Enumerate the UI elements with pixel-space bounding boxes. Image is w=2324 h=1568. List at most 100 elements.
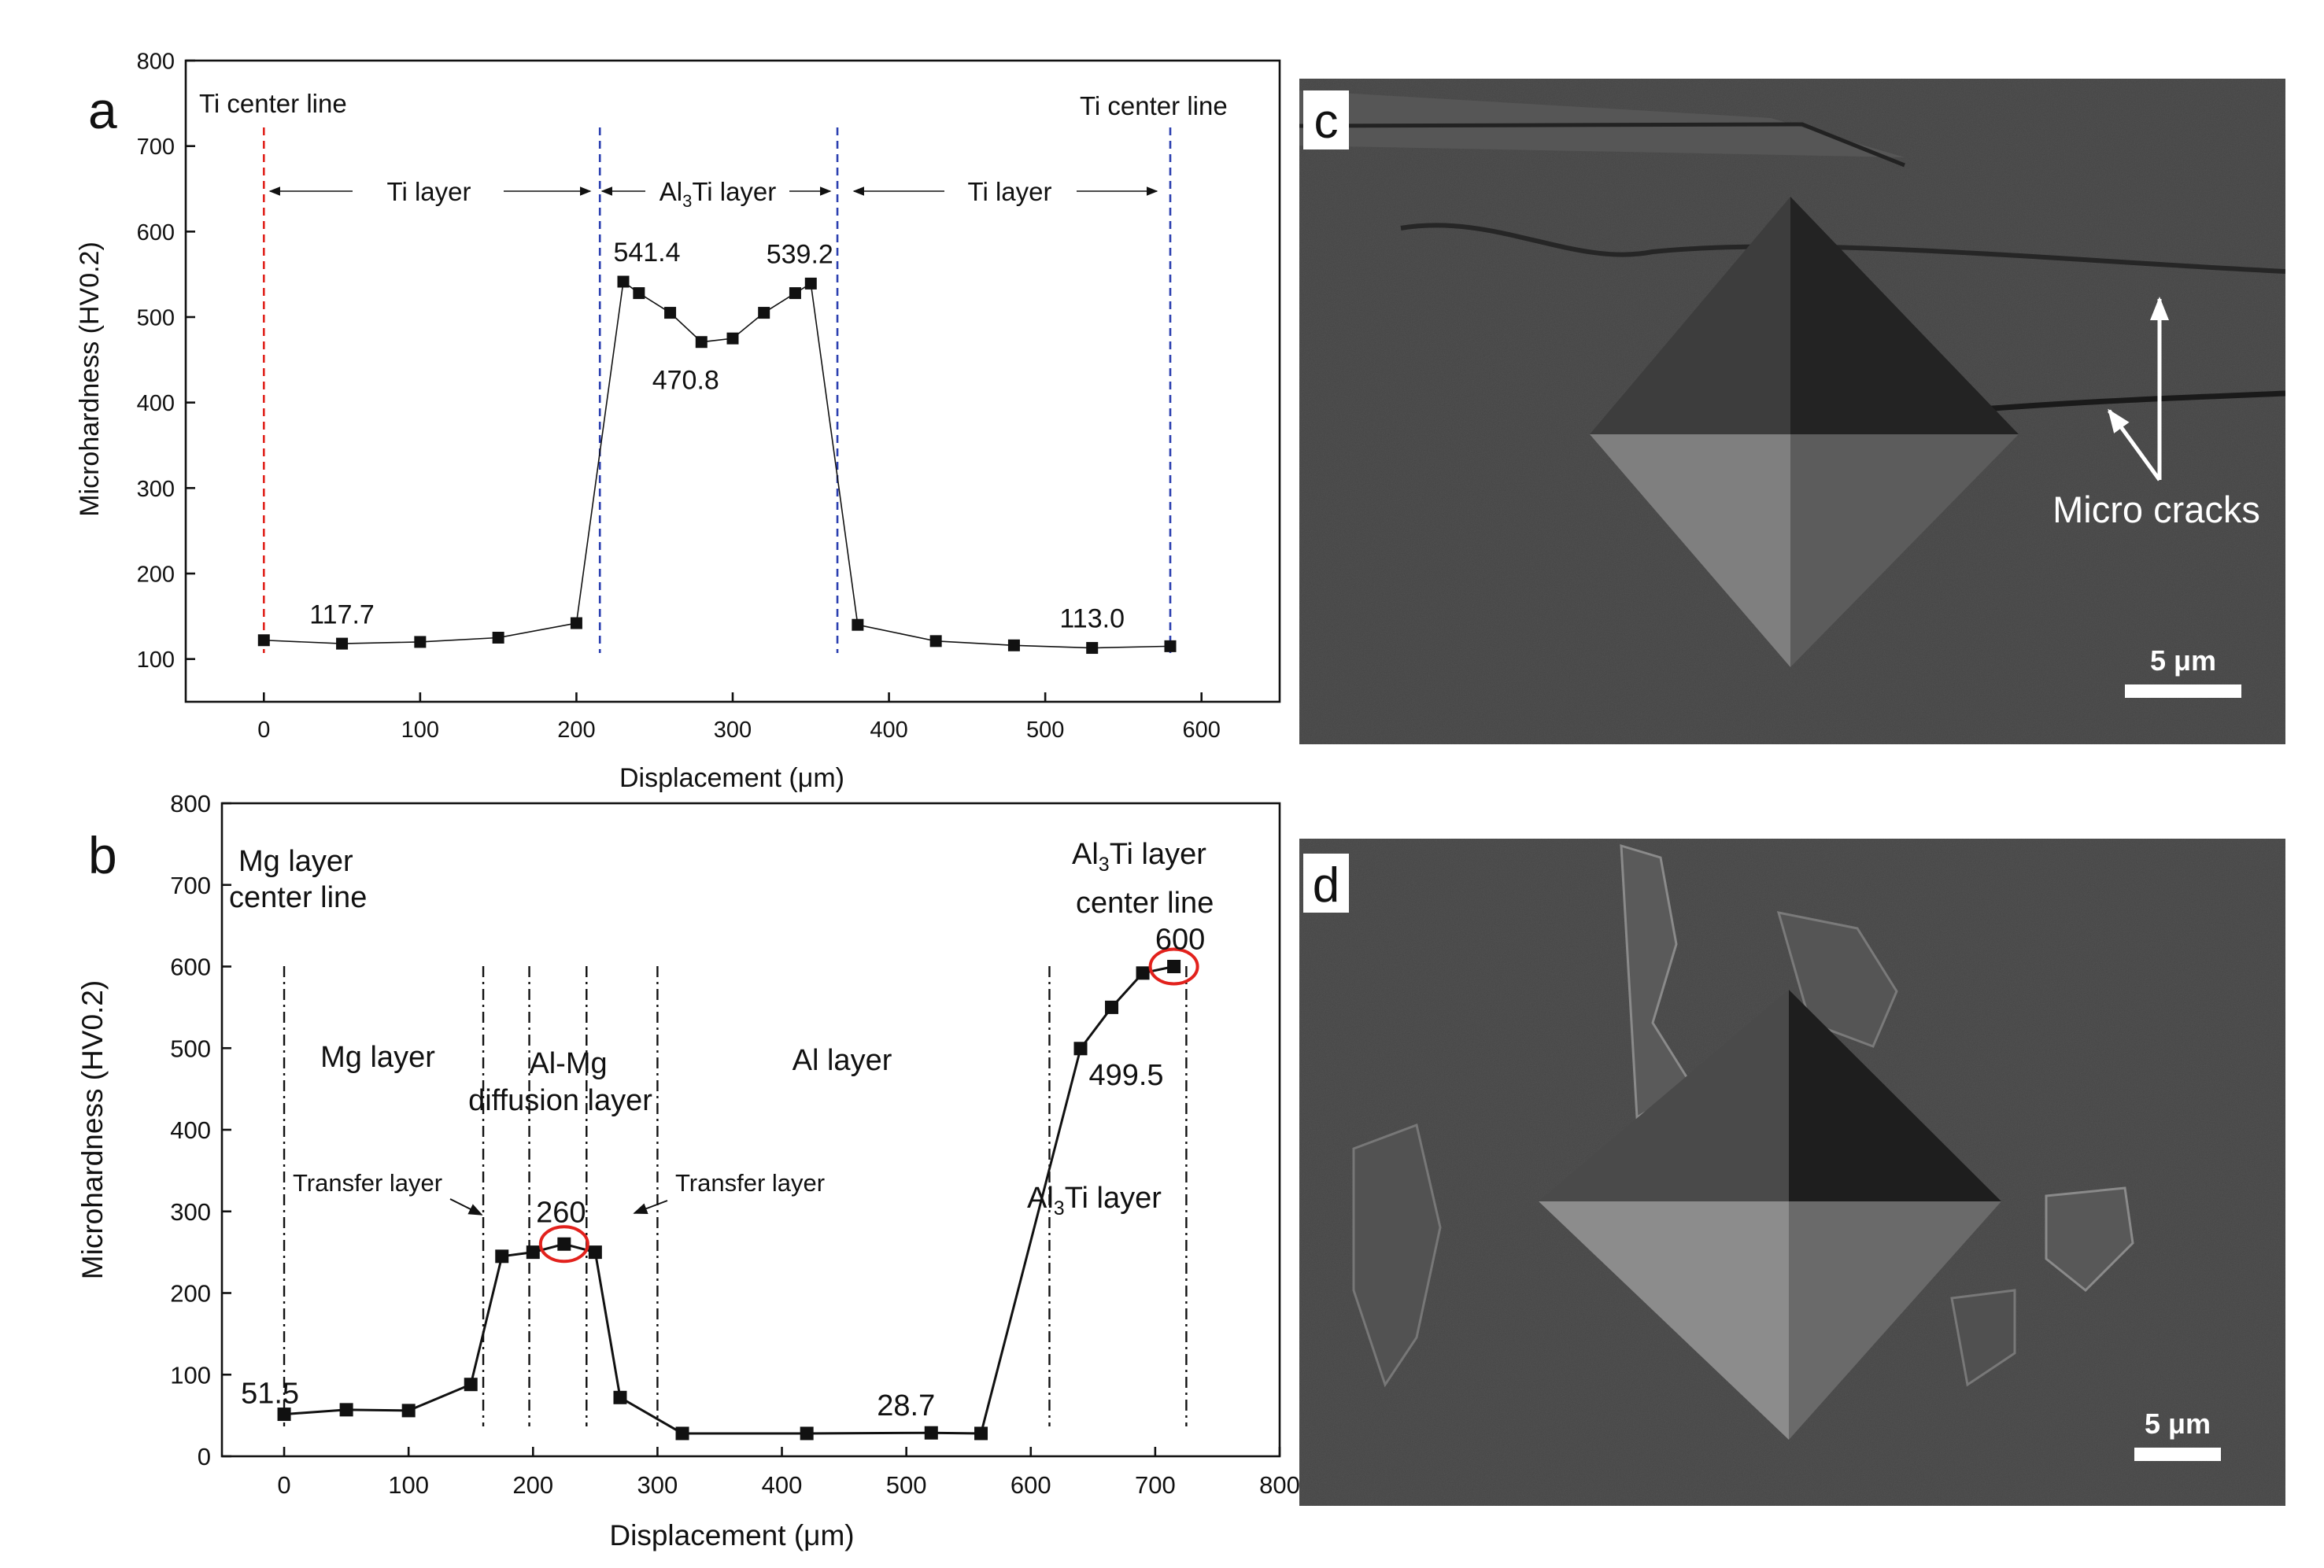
x-tick-label: 200 bbox=[557, 718, 595, 743]
al-mg-label-1: Al-Mg bbox=[529, 1047, 607, 1080]
x-tick-label: 200 bbox=[512, 1471, 553, 1499]
data-point bbox=[588, 1245, 602, 1260]
x-tick-label: 400 bbox=[762, 1471, 803, 1499]
data-point bbox=[526, 1245, 540, 1260]
data-point bbox=[664, 307, 677, 319]
transfer-layer-right: Transfer layer bbox=[675, 1169, 825, 1197]
scale-label-d: 5 μm bbox=[2145, 1408, 2211, 1440]
y-tick-label: 200 bbox=[137, 562, 175, 587]
x-tick-label: 0 bbox=[277, 1471, 290, 1499]
micro-cracks-label: Micro cracks bbox=[2052, 489, 2260, 530]
ti-layer-right-label: Ti layer bbox=[968, 177, 1052, 206]
sem-d-flake-top bbox=[1620, 843, 1694, 1120]
transfer-left-arrow bbox=[449, 1198, 483, 1216]
data-label: 539.2 bbox=[767, 239, 833, 269]
sem-d-flake-left bbox=[1352, 1123, 1442, 1388]
series-a bbox=[257, 275, 1177, 655]
y-tick-label: 500 bbox=[137, 305, 175, 330]
panel-letter-d: d bbox=[1313, 858, 1339, 913]
x-tick-label: 300 bbox=[714, 718, 752, 743]
x-tick-label: 300 bbox=[637, 1471, 678, 1499]
indent-c-lower-left bbox=[1590, 434, 1790, 667]
y-axis-label-a: Microhardness (HV0.2) bbox=[75, 242, 105, 517]
x-tick-label: 100 bbox=[388, 1471, 429, 1499]
x-axis-label-b: Displacement (μm) bbox=[609, 1519, 854, 1551]
y-tick-label: 600 bbox=[170, 954, 211, 981]
data-label: 541.4 bbox=[613, 238, 680, 267]
y-tick-label: 800 bbox=[137, 49, 175, 74]
data-point bbox=[758, 307, 770, 319]
data-point bbox=[1164, 640, 1177, 652]
data-point bbox=[617, 275, 630, 288]
data-labels-b: 51.5 260 28.7 499.5 600 bbox=[241, 924, 1205, 1423]
grid-b: 0 100 200 300 400 500 600 700 800 0 100 200 300 400 50… bbox=[170, 790, 1300, 1499]
panel-letter-c-box bbox=[1303, 90, 1349, 149]
data-point bbox=[613, 1390, 627, 1404]
al3ti-layer-label: Al3Ti layer bbox=[660, 177, 777, 211]
y-tick-label: 800 bbox=[170, 790, 211, 817]
data-point bbox=[257, 634, 270, 647]
data-point bbox=[633, 287, 645, 300]
y-axis-label-b: Microhardness (HV0.2) bbox=[76, 980, 109, 1279]
chart-panel-a: 0 100 200 300 400 500 600 100 200 300 400 500 600 700… bbox=[75, 49, 1281, 793]
data-point bbox=[1073, 1042, 1088, 1056]
data-point bbox=[492, 632, 504, 644]
data-point bbox=[929, 635, 942, 647]
sem-c-crack-middle bbox=[1400, 223, 2285, 274]
x-tick-label: 800 bbox=[1259, 1471, 1300, 1499]
crack-arrow-left bbox=[2107, 408, 2162, 481]
chart-panel-b: 0 100 200 300 400 500 600 700 800 0 100 200 300 400 50… bbox=[76, 790, 1300, 1551]
indent-d-upper-right bbox=[1789, 990, 2001, 1201]
indent-c-upper-right bbox=[1790, 197, 2019, 434]
data-point bbox=[570, 617, 582, 629]
data-point bbox=[339, 1403, 353, 1417]
data-label: 117.7 bbox=[309, 600, 375, 629]
data-label: 600 bbox=[1155, 924, 1205, 957]
al-mg-label-2: diffusion layer bbox=[468, 1084, 652, 1117]
transfer-layer-left: Transfer layer bbox=[293, 1169, 442, 1197]
al3ti-layer-label-b: Al3Ti layer bbox=[1027, 1182, 1162, 1219]
ti-layer-left-label: Ti layer bbox=[387, 177, 471, 206]
panel-letter-b: b bbox=[88, 826, 117, 884]
highlight-circle bbox=[538, 1225, 589, 1264]
x-tick-label: 500 bbox=[1026, 718, 1064, 743]
data-point bbox=[924, 1426, 938, 1440]
y-tick-label: 300 bbox=[137, 477, 175, 502]
x-tick-label: 0 bbox=[257, 718, 270, 743]
data-point bbox=[1086, 642, 1099, 655]
y-tick-label: 700 bbox=[137, 135, 175, 160]
data-point bbox=[675, 1426, 689, 1441]
data-label: 113.0 bbox=[1059, 604, 1125, 634]
transfer-right-arrow bbox=[633, 1200, 668, 1214]
sem-c-crack-lower bbox=[1982, 390, 2285, 412]
data-point bbox=[804, 277, 817, 290]
panel-letter-c: c bbox=[1314, 94, 1339, 149]
x-tick-label: 600 bbox=[1183, 718, 1221, 743]
x-tick-label: 500 bbox=[886, 1471, 927, 1499]
data-label: 470.8 bbox=[652, 366, 719, 396]
mg-center-line-2: center line bbox=[229, 881, 367, 914]
data-point bbox=[414, 636, 427, 648]
y-tick-label: 200 bbox=[170, 1280, 211, 1308]
x-tick-label: 100 bbox=[401, 718, 439, 743]
y-tick-label: 100 bbox=[170, 1361, 211, 1389]
data-point bbox=[277, 1408, 291, 1422]
scale-bar-d bbox=[2134, 1448, 2221, 1461]
x-tick-label: 600 bbox=[1011, 1471, 1051, 1499]
y-tick-label: 0 bbox=[198, 1443, 211, 1470]
ti-center-line-left: Ti center line bbox=[199, 89, 347, 118]
indent-d-lower-right bbox=[1789, 1201, 2001, 1440]
data-label: 260 bbox=[536, 1196, 586, 1229]
data-point bbox=[974, 1426, 988, 1441]
data-labels-a: 117.7 541.4 470.8 539.2 113.0 bbox=[309, 238, 1125, 634]
reference-lines-a bbox=[262, 127, 1172, 653]
data-point bbox=[336, 637, 349, 650]
scale-label-c: 5 μm bbox=[2150, 644, 2216, 677]
y-tick-label: 400 bbox=[137, 391, 175, 416]
series-line bbox=[264, 280, 1171, 649]
y-tick-label: 400 bbox=[170, 1116, 211, 1144]
grid-a: 0 100 200 300 400 500 600 100 200 300 400 500 600 700… bbox=[137, 49, 1221, 743]
data-point bbox=[695, 336, 708, 349]
panel-letter-d-box bbox=[1303, 854, 1349, 913]
